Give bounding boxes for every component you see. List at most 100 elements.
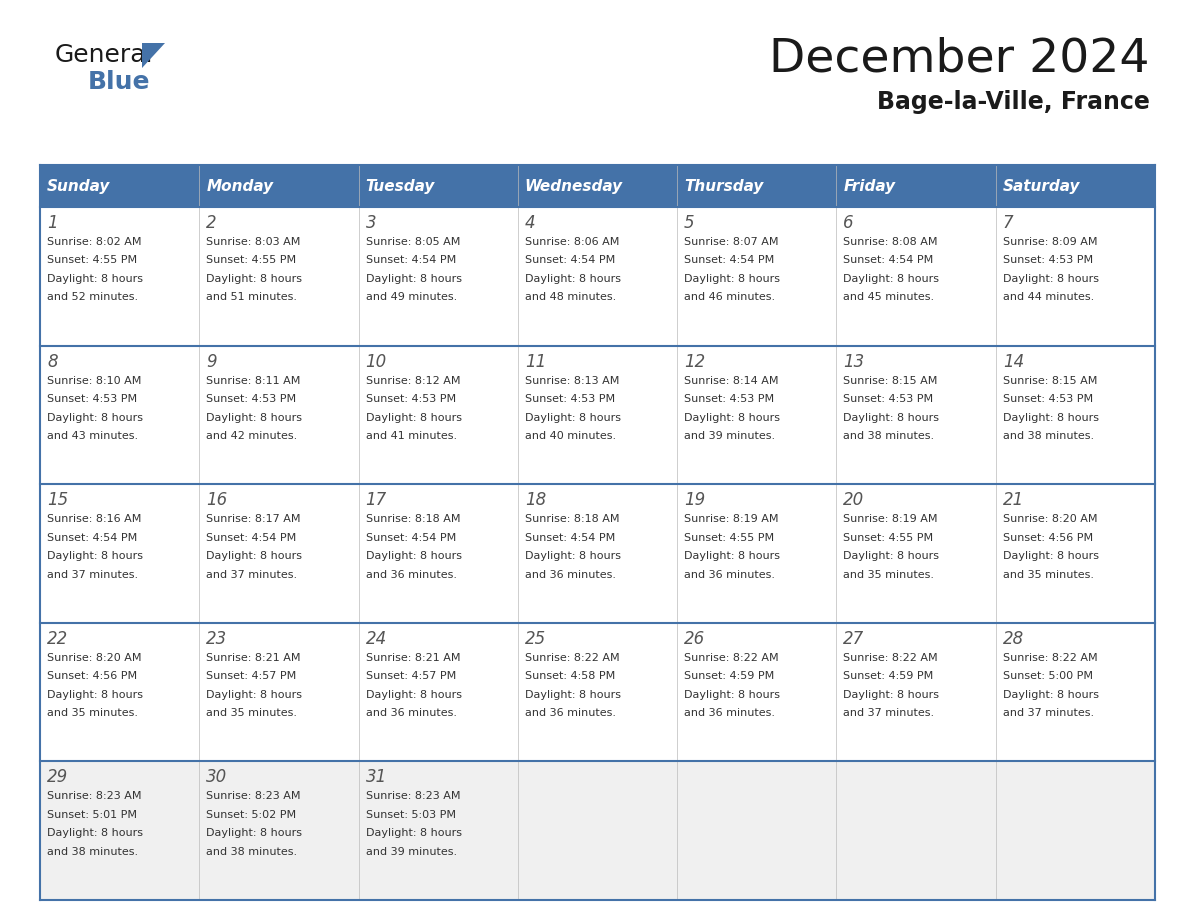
Text: and 36 minutes.: and 36 minutes. bbox=[684, 709, 775, 718]
Text: Daylight: 8 hours: Daylight: 8 hours bbox=[525, 551, 621, 561]
Text: 13: 13 bbox=[843, 353, 865, 371]
Text: and 48 minutes.: and 48 minutes. bbox=[525, 293, 617, 303]
Text: and 41 minutes.: and 41 minutes. bbox=[366, 431, 456, 442]
Text: 27: 27 bbox=[843, 630, 865, 648]
Text: 14: 14 bbox=[1003, 353, 1024, 371]
Text: and 46 minutes.: and 46 minutes. bbox=[684, 293, 776, 303]
Bar bbox=[40, 207, 1155, 345]
Text: Daylight: 8 hours: Daylight: 8 hours bbox=[843, 274, 940, 284]
Text: Sunrise: 8:19 AM: Sunrise: 8:19 AM bbox=[843, 514, 939, 524]
Text: General: General bbox=[55, 43, 153, 67]
Bar bbox=[200, 165, 359, 207]
Text: and 35 minutes.: and 35 minutes. bbox=[1003, 570, 1094, 579]
Text: Sunset: 5:00 PM: Sunset: 5:00 PM bbox=[1003, 671, 1093, 681]
Text: Daylight: 8 hours: Daylight: 8 hours bbox=[366, 274, 462, 284]
Text: Sunrise: 8:14 AM: Sunrise: 8:14 AM bbox=[684, 375, 778, 386]
Text: Sunrise: 8:18 AM: Sunrise: 8:18 AM bbox=[525, 514, 619, 524]
Text: Daylight: 8 hours: Daylight: 8 hours bbox=[684, 412, 781, 422]
Text: Sunrise: 8:23 AM: Sunrise: 8:23 AM bbox=[207, 791, 301, 801]
Text: Daylight: 8 hours: Daylight: 8 hours bbox=[207, 689, 302, 700]
Text: 30: 30 bbox=[207, 768, 228, 787]
Text: Sunset: 4:53 PM: Sunset: 4:53 PM bbox=[48, 394, 137, 404]
Text: and 52 minutes.: and 52 minutes. bbox=[48, 293, 138, 303]
Text: Sunset: 4:58 PM: Sunset: 4:58 PM bbox=[525, 671, 615, 681]
Text: and 39 minutes.: and 39 minutes. bbox=[366, 847, 456, 856]
Text: Sunrise: 8:23 AM: Sunrise: 8:23 AM bbox=[48, 791, 141, 801]
Text: Sunrise: 8:03 AM: Sunrise: 8:03 AM bbox=[207, 237, 301, 247]
Text: Sunset: 4:57 PM: Sunset: 4:57 PM bbox=[366, 671, 456, 681]
Text: 17: 17 bbox=[366, 491, 387, 509]
Text: and 38 minutes.: and 38 minutes. bbox=[48, 847, 138, 856]
Text: Daylight: 8 hours: Daylight: 8 hours bbox=[48, 551, 143, 561]
Text: 8: 8 bbox=[48, 353, 58, 371]
Text: and 36 minutes.: and 36 minutes. bbox=[525, 709, 615, 718]
Text: Sunset: 4:55 PM: Sunset: 4:55 PM bbox=[843, 532, 934, 543]
Text: Sunset: 4:55 PM: Sunset: 4:55 PM bbox=[207, 255, 297, 265]
Text: Sunset: 5:01 PM: Sunset: 5:01 PM bbox=[48, 810, 137, 820]
Text: Sunset: 4:55 PM: Sunset: 4:55 PM bbox=[48, 255, 137, 265]
Text: Daylight: 8 hours: Daylight: 8 hours bbox=[48, 274, 143, 284]
Text: Sunrise: 8:08 AM: Sunrise: 8:08 AM bbox=[843, 237, 939, 247]
Text: Sunset: 4:54 PM: Sunset: 4:54 PM bbox=[525, 532, 615, 543]
Text: Daylight: 8 hours: Daylight: 8 hours bbox=[207, 412, 302, 422]
Text: Sunset: 4:56 PM: Sunset: 4:56 PM bbox=[1003, 532, 1093, 543]
Text: Sunset: 4:54 PM: Sunset: 4:54 PM bbox=[366, 255, 456, 265]
Polygon shape bbox=[143, 43, 165, 68]
Text: Daylight: 8 hours: Daylight: 8 hours bbox=[48, 412, 143, 422]
Text: and 37 minutes.: and 37 minutes. bbox=[207, 570, 297, 579]
Text: Daylight: 8 hours: Daylight: 8 hours bbox=[525, 412, 621, 422]
Text: and 35 minutes.: and 35 minutes. bbox=[207, 709, 297, 718]
Text: Daylight: 8 hours: Daylight: 8 hours bbox=[366, 412, 462, 422]
Bar bbox=[40, 761, 1155, 900]
Text: 28: 28 bbox=[1003, 630, 1024, 648]
Text: and 51 minutes.: and 51 minutes. bbox=[207, 293, 297, 303]
Text: Daylight: 8 hours: Daylight: 8 hours bbox=[843, 412, 940, 422]
Text: Sunrise: 8:13 AM: Sunrise: 8:13 AM bbox=[525, 375, 619, 386]
Text: Sunrise: 8:18 AM: Sunrise: 8:18 AM bbox=[366, 514, 460, 524]
Text: Wednesday: Wednesday bbox=[525, 178, 623, 194]
Text: Sunday: Sunday bbox=[48, 178, 110, 194]
Text: 10: 10 bbox=[366, 353, 387, 371]
Text: Sunrise: 8:15 AM: Sunrise: 8:15 AM bbox=[843, 375, 937, 386]
Text: Daylight: 8 hours: Daylight: 8 hours bbox=[1003, 412, 1099, 422]
Text: and 35 minutes.: and 35 minutes. bbox=[843, 570, 935, 579]
Bar bbox=[518, 165, 677, 207]
Text: Sunset: 4:54 PM: Sunset: 4:54 PM bbox=[366, 532, 456, 543]
Text: Daylight: 8 hours: Daylight: 8 hours bbox=[48, 828, 143, 838]
Text: Sunset: 5:03 PM: Sunset: 5:03 PM bbox=[366, 810, 455, 820]
Text: 19: 19 bbox=[684, 491, 706, 509]
Text: Bage-la-Ville, France: Bage-la-Ville, France bbox=[877, 90, 1150, 114]
Text: 29: 29 bbox=[48, 768, 68, 787]
Text: Sunrise: 8:09 AM: Sunrise: 8:09 AM bbox=[1003, 237, 1098, 247]
Text: Daylight: 8 hours: Daylight: 8 hours bbox=[843, 689, 940, 700]
Text: and 39 minutes.: and 39 minutes. bbox=[684, 431, 776, 442]
Text: 3: 3 bbox=[366, 214, 377, 232]
Text: and 49 minutes.: and 49 minutes. bbox=[366, 293, 457, 303]
Text: and 38 minutes.: and 38 minutes. bbox=[1003, 431, 1094, 442]
Text: 7: 7 bbox=[1003, 214, 1013, 232]
Text: 31: 31 bbox=[366, 768, 387, 787]
Text: Sunrise: 8:17 AM: Sunrise: 8:17 AM bbox=[207, 514, 301, 524]
Text: 1: 1 bbox=[48, 214, 58, 232]
Text: and 37 minutes.: and 37 minutes. bbox=[843, 709, 935, 718]
Text: 9: 9 bbox=[207, 353, 217, 371]
Text: Sunset: 4:53 PM: Sunset: 4:53 PM bbox=[843, 394, 934, 404]
Text: Sunrise: 8:07 AM: Sunrise: 8:07 AM bbox=[684, 237, 778, 247]
Text: Daylight: 8 hours: Daylight: 8 hours bbox=[366, 689, 462, 700]
Text: Sunrise: 8:10 AM: Sunrise: 8:10 AM bbox=[48, 375, 141, 386]
Text: Daylight: 8 hours: Daylight: 8 hours bbox=[207, 551, 302, 561]
Text: Sunrise: 8:22 AM: Sunrise: 8:22 AM bbox=[684, 653, 779, 663]
Text: and 42 minutes.: and 42 minutes. bbox=[207, 431, 297, 442]
Text: Sunrise: 8:22 AM: Sunrise: 8:22 AM bbox=[525, 653, 619, 663]
Text: Thursday: Thursday bbox=[684, 178, 764, 194]
Bar bbox=[40, 345, 1155, 484]
Text: and 36 minutes.: and 36 minutes. bbox=[366, 570, 456, 579]
Text: 20: 20 bbox=[843, 491, 865, 509]
Text: Sunset: 4:53 PM: Sunset: 4:53 PM bbox=[525, 394, 615, 404]
Text: Daylight: 8 hours: Daylight: 8 hours bbox=[684, 274, 781, 284]
Text: Daylight: 8 hours: Daylight: 8 hours bbox=[1003, 274, 1099, 284]
Text: Sunset: 4:54 PM: Sunset: 4:54 PM bbox=[525, 255, 615, 265]
Text: 11: 11 bbox=[525, 353, 546, 371]
Text: Daylight: 8 hours: Daylight: 8 hours bbox=[207, 274, 302, 284]
Text: Daylight: 8 hours: Daylight: 8 hours bbox=[207, 828, 302, 838]
